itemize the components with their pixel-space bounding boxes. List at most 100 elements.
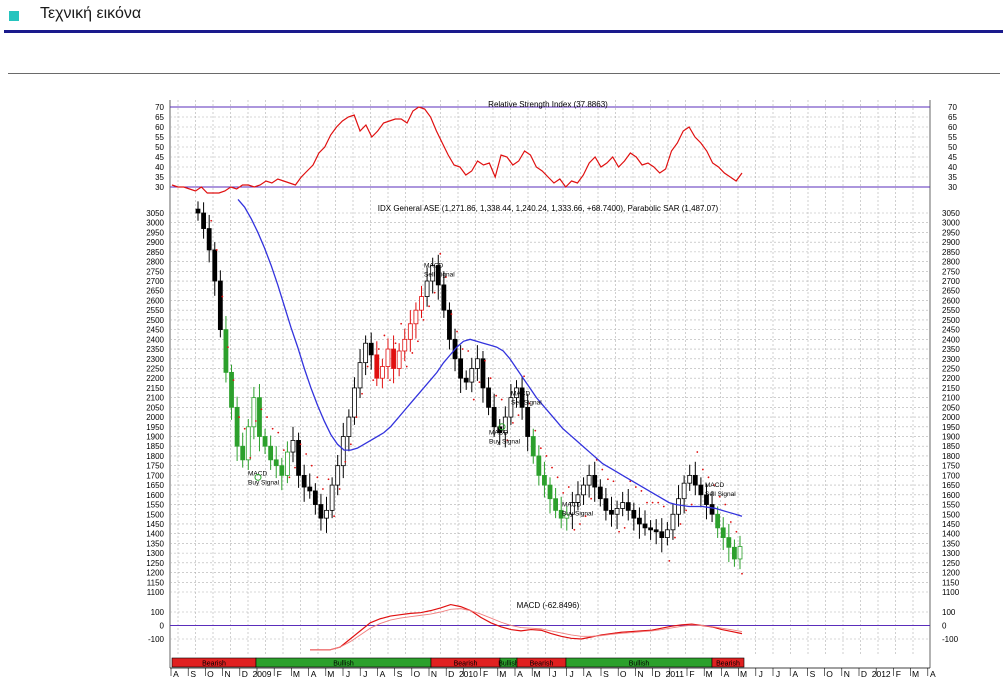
price-tick-label-right: 1500: [942, 510, 960, 519]
buy-signal-marker: [498, 423, 506, 431]
parabolic-sar-dot: [612, 480, 615, 483]
price-tick-label-left: 2050: [146, 403, 164, 412]
price-candle: [357, 362, 363, 389]
x-axis-label: A: [792, 669, 798, 679]
x-axis-label: A: [586, 669, 592, 679]
parabolic-sar-dot: [556, 476, 559, 479]
price-candle: [564, 513, 570, 519]
price-tick-label-right: 1450: [942, 520, 960, 529]
parabolic-sar-dot: [646, 501, 648, 504]
x-axis-label: J: [569, 669, 573, 679]
price-tick-label-left: 1950: [146, 423, 164, 432]
parabolic-sar-dot: [601, 468, 604, 471]
parabolic-sar-dot: [668, 560, 671, 562]
parabolic-sar-dot: [690, 503, 693, 506]
parabolic-sar-dot: [472, 398, 475, 401]
price-candle: [519, 387, 525, 408]
x-axis-label: J: [346, 669, 350, 679]
price-candle: [290, 439, 296, 453]
parabolic-sar-dot: [517, 414, 520, 417]
parabolic-sar-dot: [640, 490, 643, 492]
price-candle: [547, 484, 553, 500]
rsi-title: Relative Strength Index (37.8863): [488, 100, 608, 109]
price-candle: [379, 366, 385, 379]
price-candle: [312, 490, 318, 505]
price-tick-label-left: 1850: [146, 442, 164, 451]
parabolic-sar-dot: [545, 455, 548, 457]
price-tick-label-right: 2150: [942, 384, 960, 393]
parabolic-sar-dot: [260, 408, 263, 411]
sentiment-band-label: Bullish: [333, 661, 354, 668]
price-candle: [637, 517, 642, 525]
parabolic-sar-dot: [657, 501, 660, 504]
price-tick-label-left: 2750: [146, 267, 164, 276]
price-tick-label-right: 2000: [942, 413, 960, 422]
price-candle: [659, 531, 665, 538]
price-candle: [396, 350, 402, 369]
parabolic-sar-dot: [523, 375, 525, 378]
price-candle: [536, 455, 542, 476]
parabolic-sar-dot: [411, 352, 414, 354]
price-candle: [195, 208, 201, 214]
price-tick-label-right: 1700: [942, 471, 960, 480]
parabolic-sar-dot: [400, 322, 403, 325]
x-axis-label: D: [655, 669, 661, 679]
price-candle: [413, 309, 419, 325]
price-tick-label-left: 2350: [146, 345, 164, 354]
x-axis-label: S: [810, 669, 816, 679]
macd-signal-annotation: MACD: [424, 262, 443, 269]
price-candle: [569, 502, 575, 515]
parabolic-sar-dot: [249, 456, 252, 459]
price-tick-label-right: 2850: [942, 248, 960, 257]
price-candle: [491, 406, 497, 428]
price-candle: [447, 309, 452, 340]
price-tick-label-left: 2550: [146, 306, 164, 315]
price-tick-label-left: 2000: [146, 413, 164, 422]
x-axis-label: S: [603, 669, 609, 679]
parabolic-sar-dot: [232, 379, 235, 382]
parabolic-sar-dot: [735, 530, 738, 533]
price-candle: [463, 377, 469, 383]
rsi-tick-label-left: 65: [155, 113, 164, 122]
macd-signal-line: [310, 608, 743, 651]
price-tick-label-left: 2800: [146, 258, 164, 267]
price-tick-label-right: 2250: [942, 364, 960, 373]
rsi-line: [171, 106, 743, 194]
parabolic-sar-dot: [338, 488, 341, 490]
price-tick-label-left: 1200: [146, 569, 164, 578]
macd-signal-annotation: MACD: [562, 501, 581, 508]
rsi-tick-label-left: 30: [155, 183, 164, 192]
parabolic-sar-dot: [417, 340, 419, 343]
parabolic-sar-dot: [405, 365, 408, 368]
chart-grid: [169, 100, 931, 668]
price-tick-label-right: 1150: [942, 578, 960, 587]
parabolic-sar-dot: [606, 478, 609, 481]
parabolic-sar-dot: [539, 447, 542, 450]
price-tick-label-left: 2250: [146, 364, 164, 373]
parabolic-sar-dot: [674, 536, 676, 539]
parabolic-sar-dot: [707, 476, 710, 479]
parabolic-sar-dot: [271, 427, 274, 430]
parabolic-sar-dot: [478, 381, 481, 383]
parabolic-sar-dot: [456, 330, 458, 333]
parabolic-sar-dot: [322, 488, 324, 490]
price-tick-label-left: 3000: [146, 219, 164, 228]
price-tick-label-right: 1400: [942, 530, 960, 539]
parabolic-sar-dot: [254, 420, 257, 422]
parabolic-sar-dot: [512, 422, 514, 424]
rsi-tick-label-right: 55: [948, 133, 957, 142]
x-axis-label: F: [483, 669, 488, 679]
x-axis-label: 2010: [459, 669, 478, 679]
header-bullet-icon: [9, 11, 19, 21]
rsi-tick-label-right: 60: [948, 123, 957, 132]
price-candle: [245, 426, 251, 461]
macd-tick-label-left: 100: [151, 608, 165, 617]
parabolic-sar-dot: [372, 379, 375, 382]
price-tick-label-right: 2650: [942, 287, 960, 296]
parabolic-sar-dot: [590, 497, 593, 500]
rsi-tick-label-left: 45: [155, 153, 164, 162]
parabolic-sar-dot: [623, 526, 626, 529]
x-axis: A S O N D 2009 F M A M J J A S O N D 2010 F M A M J J A S O N D 2011 F…: [170, 667, 936, 679]
parabolic-sar-dot: [718, 495, 721, 498]
